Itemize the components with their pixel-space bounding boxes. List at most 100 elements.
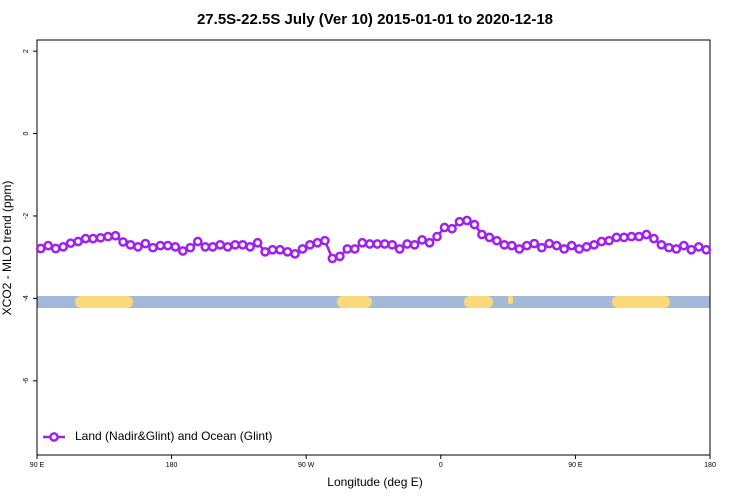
data-point [335,251,345,262]
data-point [103,231,113,242]
data-point [215,239,226,250]
data-point [536,242,547,253]
data-point [641,229,652,240]
data-point [566,240,577,251]
data-point [200,242,211,252]
data-point [394,244,405,254]
data-point [320,235,330,246]
land-segment [75,296,133,308]
data-point [379,239,390,249]
data-point [252,237,263,248]
x-tick-label: 90 E [568,462,583,469]
data-point [207,242,218,252]
data-point [80,233,91,244]
data-point [163,240,173,251]
x-tick-label: 0 [439,462,443,469]
data-point [492,235,502,246]
land-segment [337,296,372,308]
legend-label: Land (Nadir&Glint) and Ocean (Glint) [75,429,272,443]
legend-marker [49,432,59,442]
data-point [439,222,450,233]
data-point [484,232,495,243]
data-point [140,238,151,249]
data-point [110,230,121,241]
x-tick-label: 180 [166,462,178,469]
data-point [312,237,323,248]
data-point [589,239,599,250]
data-point [499,239,510,250]
data-point [619,232,629,243]
data-point [357,237,368,248]
data-point [424,237,435,248]
data-point [701,244,712,255]
data-point [559,244,570,254]
data-point [387,239,398,250]
data-point [260,246,270,257]
data-point [297,244,308,254]
data-point [454,216,465,227]
land-segment [464,296,493,308]
data-point [364,239,375,249]
data-point [177,246,188,256]
data-point [551,240,562,251]
data-point [529,238,540,249]
data-point [693,242,704,252]
data-point [447,223,457,234]
land-ocean-strip [37,296,710,308]
ocean-band [37,296,710,308]
data-point [118,237,128,247]
data-point [574,244,584,254]
land-segment [508,296,513,304]
data-point [290,249,300,259]
data-point [477,229,487,240]
data-point [73,236,83,247]
data-point [514,244,525,254]
data-point [230,239,241,250]
data-point [611,232,622,243]
data-point [349,244,360,254]
data-point [462,215,472,226]
data-point [469,219,480,230]
data-point [604,235,614,246]
data-point [148,242,158,253]
data-point [581,242,592,252]
data-point [245,242,255,252]
data-point [417,235,427,245]
land-segment [612,296,670,308]
data-point [544,238,555,249]
data-point [155,240,166,251]
y-axis-label: XCO2 - MLO trend (ppm) [0,181,14,316]
data-point [95,232,106,243]
y-tick-label: -4 [23,295,30,301]
data-point [192,236,203,247]
data-point [402,239,412,249]
data-point [678,240,689,251]
data-point [185,242,196,253]
data-point [65,238,76,249]
y-tick-label: -2 [23,213,30,219]
chart-title: 27.5S-22.5S July (Ver 10) 2015-01-01 to … [197,11,553,28]
data-point [275,244,285,255]
data-point [506,240,517,251]
data-point [409,239,420,250]
data-point [634,231,644,242]
data-point [671,244,682,254]
data-point [305,239,315,250]
data-point [596,236,607,247]
data-point [664,242,674,253]
data-point [342,244,353,254]
x-tick-label: 180 [704,462,716,469]
y-tick-label: -6 [23,378,30,384]
data-point [372,239,383,249]
data-point [50,243,61,254]
y-tick-label: 2 [23,49,30,53]
x-axis-label: Longitude (deg E) [327,475,422,489]
data-point [170,242,181,252]
data-point [35,243,46,254]
data-point [649,233,659,244]
data-point [267,244,278,255]
data-point [656,239,667,250]
data-point [282,246,293,257]
